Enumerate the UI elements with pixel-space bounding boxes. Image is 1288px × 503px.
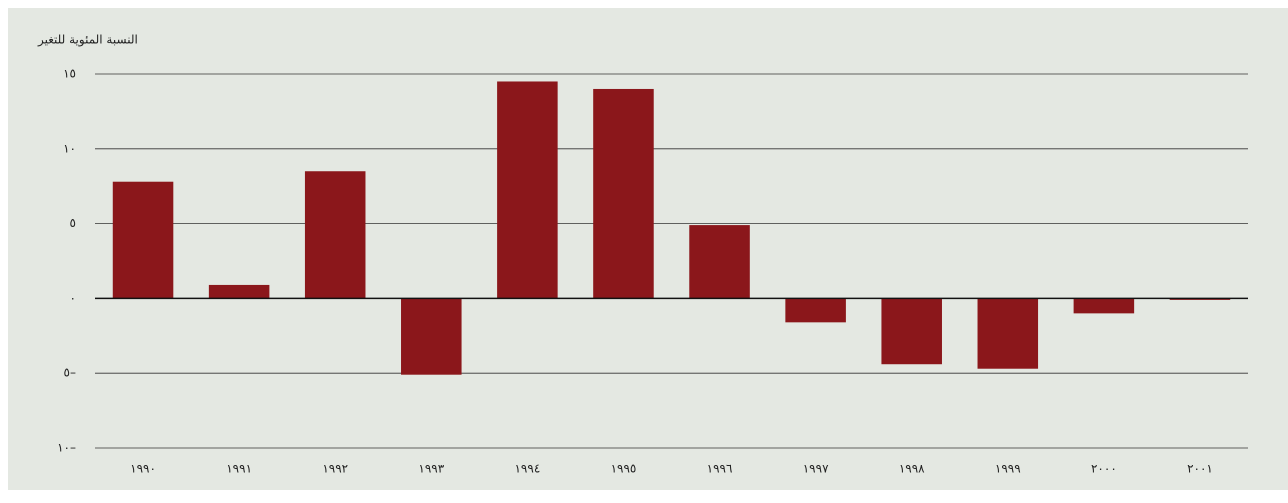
x-tick-label: ٢٠٠١ (1187, 462, 1213, 476)
bar (593, 88, 654, 299)
x-tick-label: ١٩٩٦ (707, 462, 733, 476)
x-tick-label: ١٩٩٠ (130, 462, 156, 476)
bar (689, 225, 750, 299)
x-tick-label: ١٩٩٢ (322, 462, 348, 476)
x-tick-label: ١٩٩٩ (995, 462, 1021, 476)
x-tick-label: ١٩٩٧ (803, 462, 829, 476)
bar (401, 298, 462, 375)
y-tick-label: ٥ (70, 216, 76, 230)
y-tick-label: ١٠ (63, 141, 76, 155)
x-tick-label: ١٩٩٥ (611, 462, 637, 476)
bar (881, 298, 942, 365)
bar (304, 171, 366, 299)
y-tick-label: ٠ (70, 291, 76, 305)
x-tick-label: ٢٠٠٠ (1091, 462, 1117, 476)
y-tick-label: ١٠– (57, 441, 76, 455)
bar (208, 284, 270, 299)
bar (112, 181, 174, 299)
y-tick-label: ١٥ (63, 67, 76, 81)
y-tick-label: ٥– (64, 366, 76, 380)
x-tick-label: ١٩٩٨ (899, 462, 925, 476)
bar (497, 81, 558, 299)
y-axis-label: النسبة المئوية للتغير (37, 33, 138, 48)
bar (785, 298, 846, 323)
bar (977, 298, 1039, 369)
x-tick-label: ١٩٩٤ (514, 462, 540, 476)
bar (1073, 298, 1135, 314)
x-tick-label: ١٩٩١ (226, 462, 252, 476)
x-tick-label: ١٩٩٣ (418, 462, 444, 476)
